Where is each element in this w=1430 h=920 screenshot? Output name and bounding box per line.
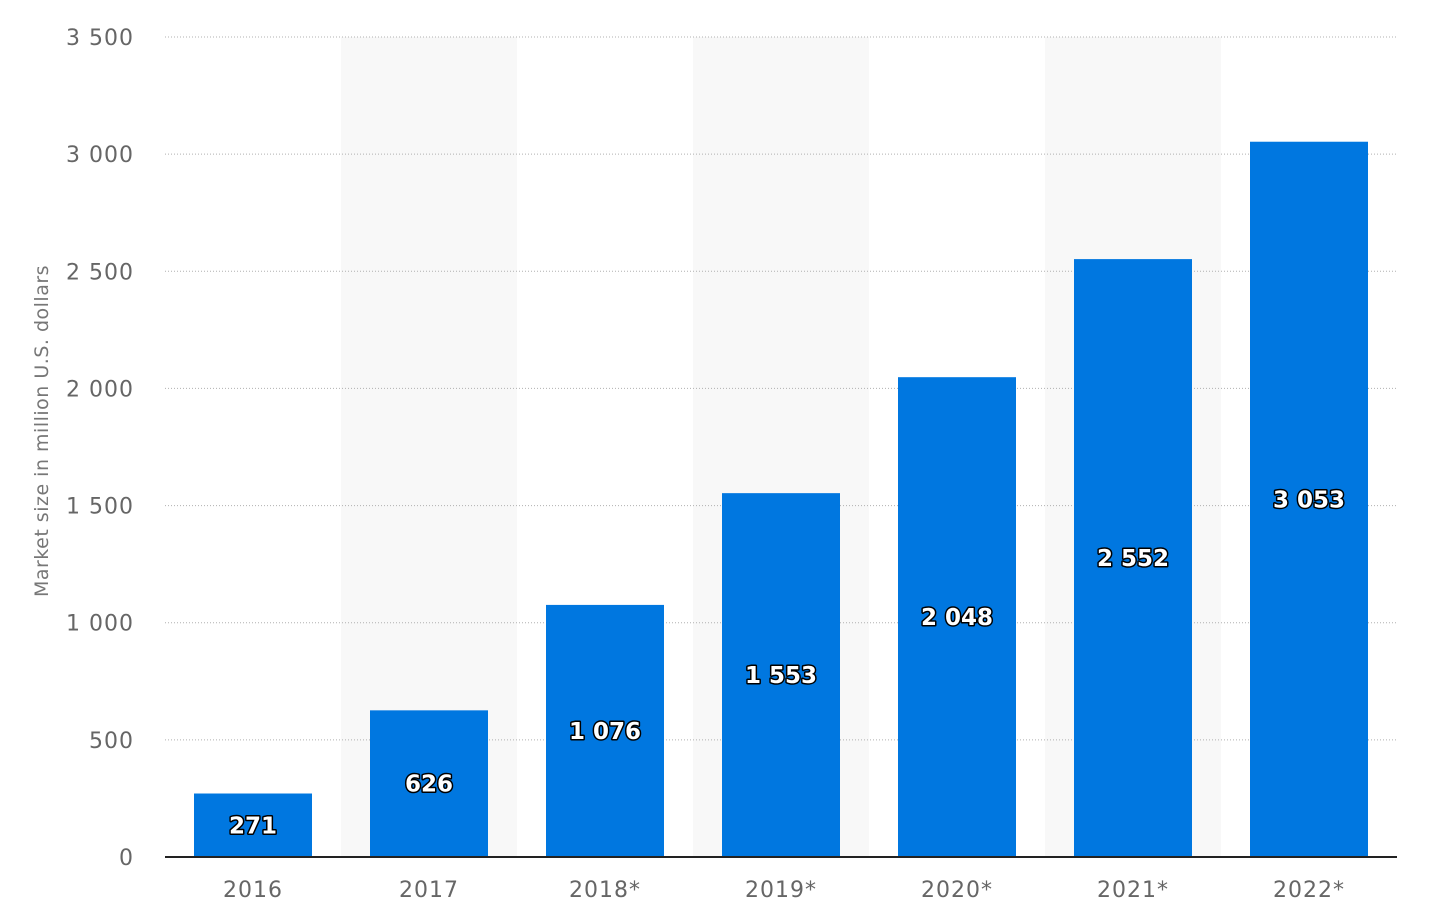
y-tick-label: 2 000 (66, 377, 134, 402)
y-axis-label: Market size in million U.S. dollars (31, 265, 53, 597)
data-labels: 271 626 1 076 1 553 2 048 2 552 3 053 (227, 486, 1346, 841)
x-tick-label: 2016 (223, 878, 283, 903)
bar-2019* (722, 493, 840, 857)
x-tick-label: 2022* (1273, 878, 1345, 903)
y-axis-ticks: 0 500 1 000 1 500 2 000 2 500 3 000 3 500 (66, 26, 134, 871)
bars (194, 141, 1368, 857)
y-tick-label: 0 (119, 846, 134, 871)
data-label: 2 048 (921, 605, 993, 631)
x-axis-ticks: 2016 2017 2018* 2019* 2020* 2021* 2022* (223, 878, 1345, 903)
x-tick-label: 2019* (745, 878, 817, 903)
data-label: 3 053 (1273, 487, 1345, 513)
data-label: 2 552 (1097, 546, 1169, 572)
data-label: 1 553 (745, 663, 817, 689)
data-label: 626 (405, 772, 453, 798)
y-tick-label: 1 000 (66, 612, 134, 637)
data-label: 1 076 (569, 719, 641, 745)
x-tick-label: 2021* (1097, 878, 1169, 903)
bar-2022* (1250, 141, 1368, 857)
y-tick-label: 2 500 (66, 260, 134, 285)
data-label: 271 (229, 813, 277, 839)
bar-2020* (898, 377, 1016, 857)
bar-2018* (546, 604, 664, 857)
y-tick-label: 1 500 (66, 495, 134, 520)
x-tick-label: 2020* (921, 878, 993, 903)
y-tick-label: 3 000 (66, 143, 134, 168)
bar-2016 (194, 793, 312, 857)
bar-2017 (370, 710, 488, 857)
x-tick-label: 2017 (399, 878, 459, 903)
y-tick-label: 500 (89, 729, 134, 754)
bar-2021* (1074, 259, 1192, 857)
y-tick-label: 3 500 (66, 26, 134, 51)
x-tick-label: 2018* (569, 878, 641, 903)
